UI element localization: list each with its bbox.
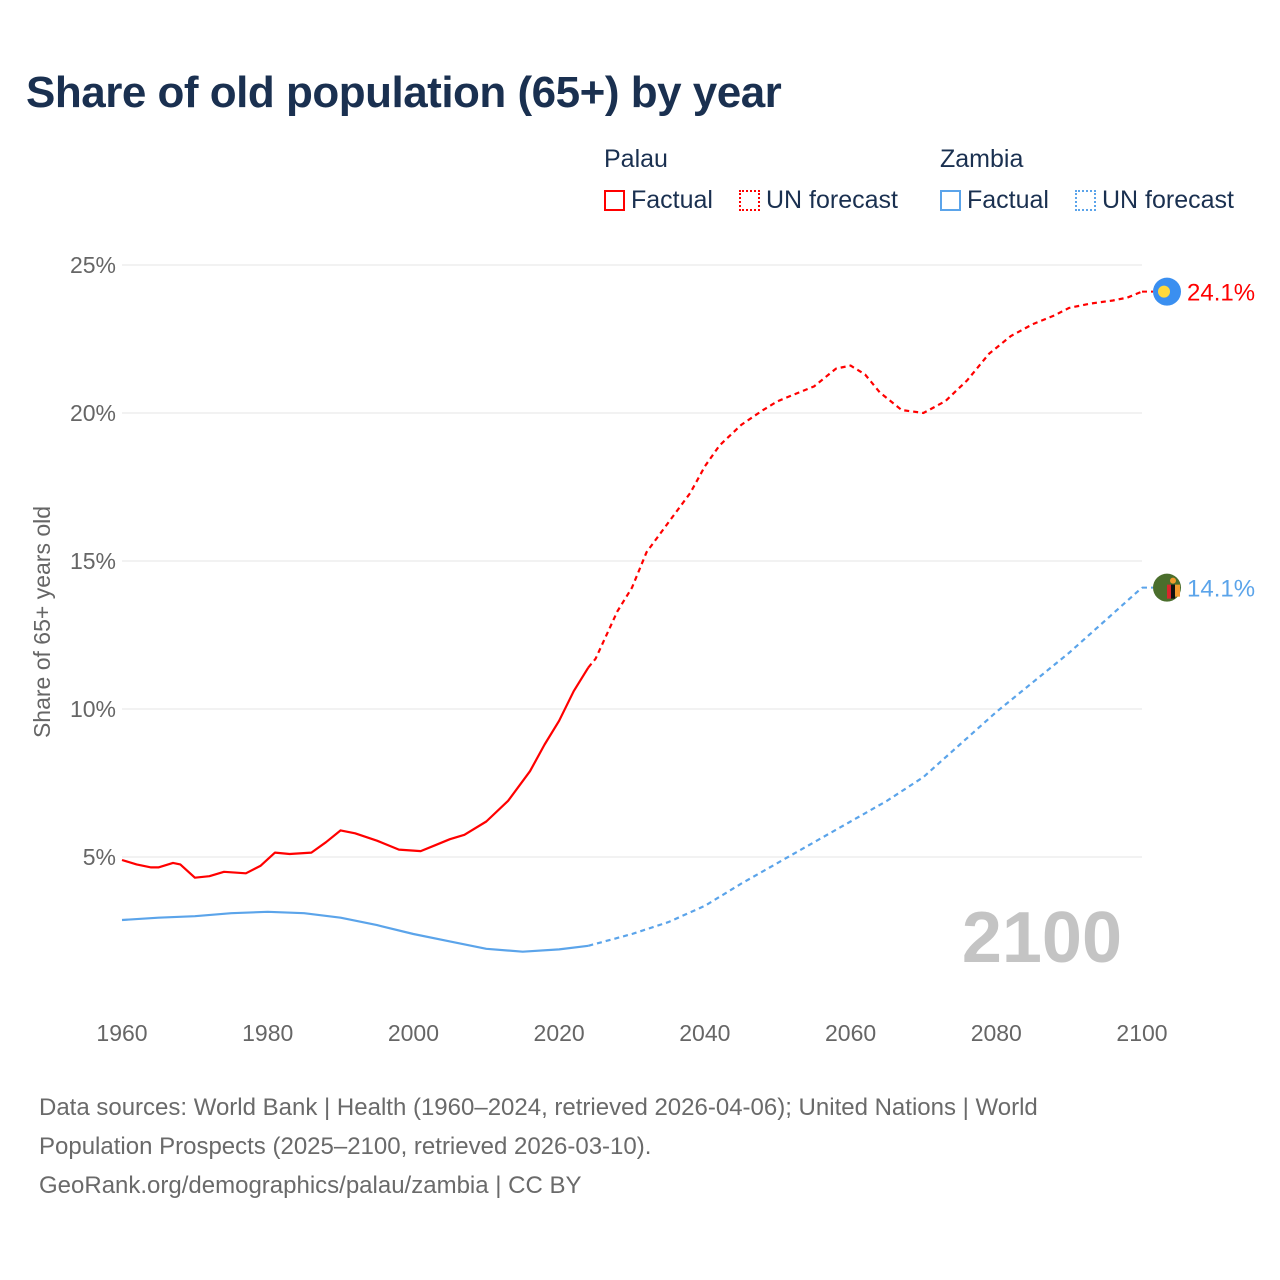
x-tick-label: 2020 <box>534 1020 585 1046</box>
legend-label: Factual <box>631 186 713 214</box>
zambia-factual-line[interactable] <box>121 910 589 953</box>
chart-title: Share of old population (65+) by year <box>26 68 782 117</box>
legend-swatch <box>738 190 760 211</box>
legend-palau-forecast[interactable]: UN forecast <box>738 186 898 215</box>
palau-factual-line[interactable] <box>121 667 590 879</box>
legend-zambia: Zambia Factual UN forecast <box>940 145 1252 215</box>
legend-label: UN forecast <box>1101 186 1234 214</box>
x-tick-label: 2000 <box>388 1020 439 1046</box>
legend-group-title: Palau <box>604 145 668 173</box>
y-tick-label: 20% <box>70 400 116 426</box>
footer-sources: Data sources: World Bank | Health (1960–… <box>39 1094 1038 1121</box>
y-tick-label: 10% <box>70 696 116 722</box>
palau-end-value-label: 24.1% <box>1187 280 1255 307</box>
legend-label: UN forecast <box>765 186 898 214</box>
legend-zambia-forecast[interactable]: UN forecast <box>1074 186 1234 215</box>
footer-sources-cont: Population Prospects (2025–2100, retriev… <box>39 1133 652 1160</box>
zambia-end-value-label: 14.1% <box>1187 576 1255 603</box>
year-watermark: 2100 <box>962 898 1122 978</box>
legend-palau-factual[interactable]: Factual <box>604 186 713 215</box>
zambia-flag-icon <box>1153 573 1181 602</box>
y-axis-label: Share of 65+ years old <box>29 506 55 738</box>
x-tick-label: 2100 <box>1116 1020 1167 1046</box>
legend-group-title: Zambia <box>940 145 1024 173</box>
footer: Data sources: World Bank | Health (1960–… <box>39 1088 1159 1205</box>
palau-flag-icon <box>1153 277 1181 306</box>
x-tick-label: 2060 <box>825 1020 876 1046</box>
legend-zambia-factual[interactable]: Factual <box>940 186 1049 215</box>
x-tick-label: 1960 <box>96 1020 147 1046</box>
x-tick-label: 1980 <box>242 1020 293 1046</box>
zambia-forecast-line[interactable] <box>588 586 1143 947</box>
legend-palau: Palau Factual UN forecast <box>604 145 916 215</box>
y-tick-label: 15% <box>70 548 116 574</box>
palau-forecast-line[interactable] <box>587 290 1143 669</box>
legend-swatch <box>940 190 961 211</box>
x-tick-label: 2080 <box>971 1020 1022 1046</box>
footer-link[interactable]: GeoRank.org/demographics/palau/zambia | … <box>39 1172 582 1199</box>
x-tick-label: 2040 <box>679 1020 730 1046</box>
y-tick-label: 25% <box>70 252 116 278</box>
legend-swatch <box>604 190 625 211</box>
y-tick-label: 5% <box>83 844 116 870</box>
legend-swatch <box>1074 190 1096 211</box>
legend-label: Factual <box>967 186 1049 214</box>
